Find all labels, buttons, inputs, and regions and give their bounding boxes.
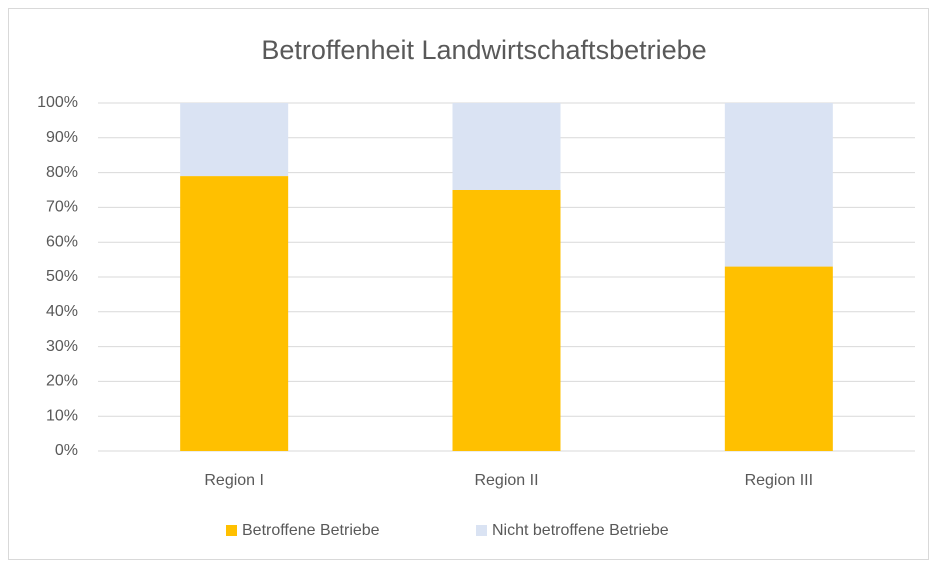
legend-swatch (476, 525, 487, 536)
y-tick-label: 60% (46, 233, 78, 250)
y-tick-label: 90% (46, 129, 78, 146)
y-tick-label: 50% (46, 268, 78, 285)
x-tick-label: Region II (474, 472, 538, 489)
bar-segment (452, 103, 561, 190)
y-tick-label: 20% (46, 373, 78, 390)
x-tick-label: Region I (204, 472, 264, 489)
bar-segment (724, 103, 833, 267)
y-tick-label: 0% (55, 442, 78, 459)
y-tick-label: 40% (46, 303, 78, 320)
bar-segment (180, 176, 289, 451)
y-tick-label: 70% (46, 199, 78, 216)
y-tick-label: 30% (46, 338, 78, 355)
bar-segment (724, 266, 833, 451)
y-tick-label: 10% (46, 407, 78, 424)
legend-swatch (226, 525, 237, 536)
legend-label: Betroffene Betriebe (242, 522, 380, 539)
legend-label: Nicht betroffene Betriebe (492, 522, 669, 539)
bar-segment (452, 190, 561, 451)
y-tick-label: 80% (46, 164, 78, 181)
chart-title: Betroffenheit Landwirtschaftsbetriebe (261, 35, 706, 65)
bar-segment (180, 103, 289, 177)
x-tick-label: Region III (745, 472, 813, 489)
y-tick-label: 100% (37, 94, 78, 111)
